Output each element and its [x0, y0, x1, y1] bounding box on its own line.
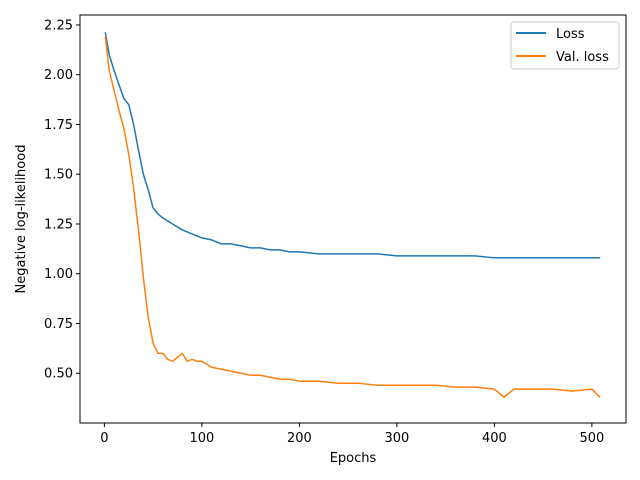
series-line-val-loss [104, 36, 601, 398]
x-tick-label: 100 [189, 431, 214, 446]
y-tick-label: 2.25 [44, 18, 73, 33]
y-tick-label: 1.25 [44, 217, 73, 232]
x-tick-label: 500 [579, 431, 604, 446]
x-tick-label: 300 [384, 431, 409, 446]
y-tick-label: 1.00 [44, 267, 73, 282]
y-tick-label: 1.75 [44, 118, 73, 133]
legend-label-loss: Loss [556, 27, 585, 42]
series-line-loss [104, 32, 601, 259]
plot-background [80, 15, 626, 423]
series-layer [104, 32, 601, 398]
y-axis-label: Negative log-likelihood [14, 145, 29, 294]
y-tick-label: 0.50 [44, 367, 73, 382]
legend: Loss Val. loss [510, 21, 620, 70]
y-axis: 0.50 0.75 1.00 1.25 1.50 1.75 2.00 2.25 [44, 18, 80, 382]
plot-frame [79, 14, 627, 424]
x-tick-label: 0 [100, 431, 108, 446]
x-axis: 0 100 200 300 400 500 [100, 423, 604, 446]
x-axis-label: Epochs [330, 451, 377, 466]
y-tick-label: 0.75 [44, 317, 73, 332]
x-tick-label: 200 [287, 431, 312, 446]
y-tick-label: 2.00 [44, 68, 73, 83]
x-tick-label: 400 [482, 431, 507, 446]
y-tick-label: 1.50 [44, 168, 73, 183]
legend-label-val-loss: Val. loss [556, 50, 609, 65]
